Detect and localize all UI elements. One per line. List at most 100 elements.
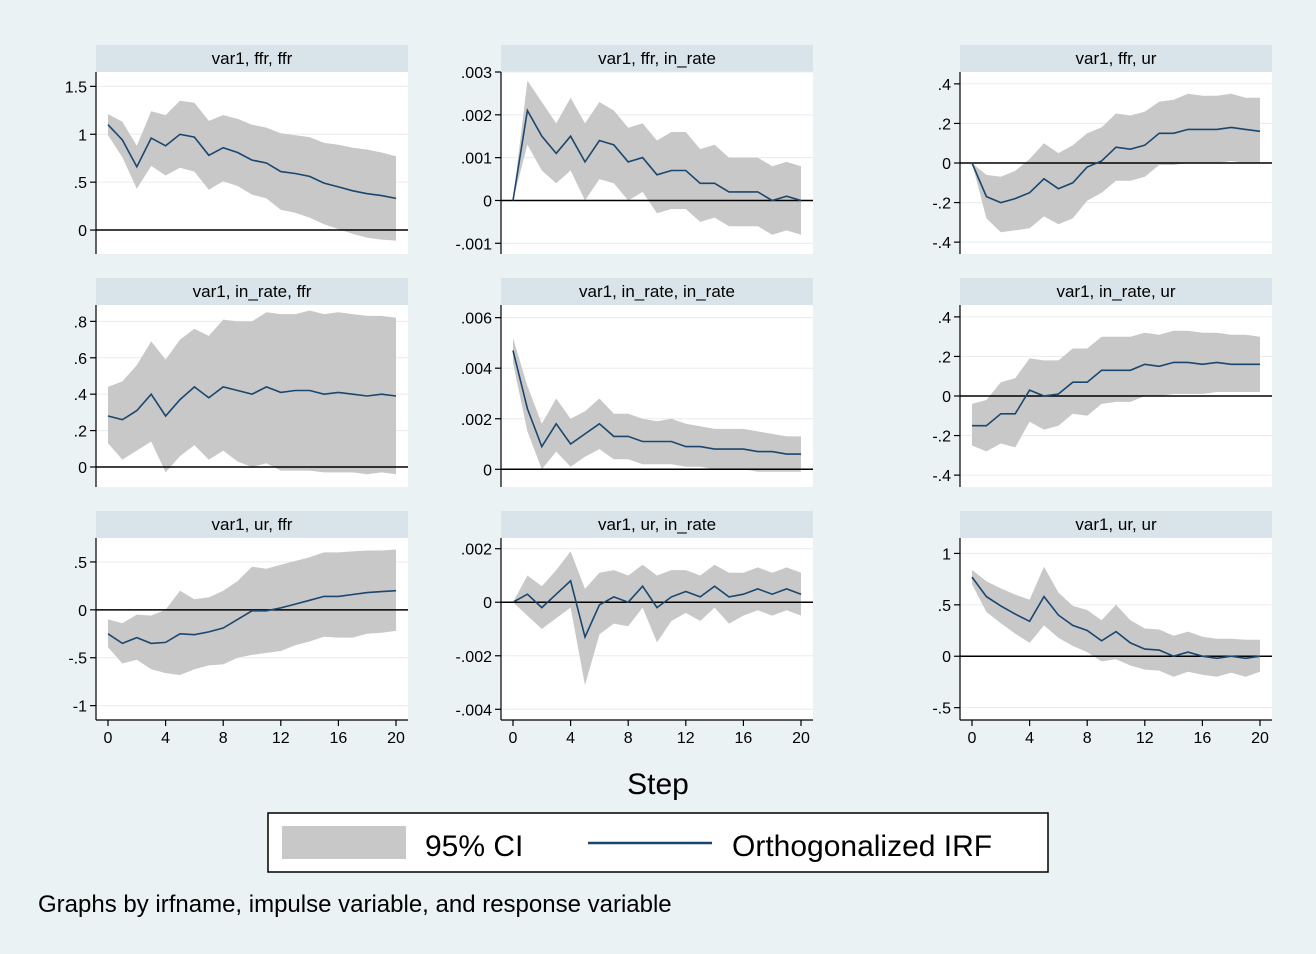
x-tick-label: 20 <box>1251 730 1269 747</box>
panel-title-strip <box>960 45 1272 72</box>
ci-band <box>513 80 801 235</box>
x-axis-label: Step <box>627 768 689 801</box>
y-tick-label: -.4 <box>932 235 951 252</box>
irf-line <box>512 350 801 455</box>
y-tick-label: 0 <box>483 193 492 210</box>
x-tick-label: 20 <box>792 730 810 747</box>
ci-band <box>972 566 1260 677</box>
panel-title: var1, ffr, in_rate <box>598 49 716 68</box>
y-tick-label: 0 <box>78 603 87 620</box>
y-tick-label: -.5 <box>68 651 87 668</box>
panel-title-strip <box>501 45 813 72</box>
legend-ci-swatch <box>282 826 406 859</box>
y-tick-label: 1 <box>942 546 951 563</box>
x-tick-label: 0 <box>104 730 113 747</box>
ci-band <box>513 551 801 686</box>
panel-title: var1, ur, ffr <box>212 515 293 534</box>
irf-panel-9: var1, ur, ur -.5 0 .5 1 0 4 8 12 16 20 <box>932 511 1272 747</box>
y-tick-label: .4 <box>938 310 951 327</box>
y-tick-label: .5 <box>74 555 87 572</box>
irf-line <box>972 361 1260 427</box>
x-tick-label: 12 <box>272 730 290 747</box>
x-tick-label: 4 <box>1025 730 1034 747</box>
y-tick-label: .003 <box>461 65 492 82</box>
irf-panel-5: var1, in_rate, in_rate 0 .002 .004 .006 <box>461 278 813 487</box>
y-tick-label: 0 <box>942 156 951 173</box>
panel-title-strip <box>960 278 1272 305</box>
irf-line <box>107 124 397 200</box>
ci-band <box>972 330 1260 452</box>
y-tick-label: 0 <box>483 595 492 612</box>
x-tick-label: 8 <box>219 730 228 747</box>
x-tick-label: 16 <box>330 730 348 747</box>
irf-line <box>107 589 397 645</box>
y-tick-label: .5 <box>938 598 951 615</box>
panel-title: var1, ur, ur <box>1075 515 1157 534</box>
y-tick-label: -.004 <box>456 702 493 719</box>
y-tick-label: -.4 <box>932 468 951 485</box>
irf-line <box>512 579 802 640</box>
y-tick-label: -.001 <box>456 236 493 253</box>
y-tick-label: .002 <box>461 412 492 429</box>
y-tick-label: .8 <box>74 314 87 331</box>
y-tick-label: .001 <box>461 151 492 168</box>
panel-title: var1, in_rate, ur <box>1056 282 1175 301</box>
y-tick-label: -.2 <box>932 196 951 213</box>
panel-title-strip <box>96 278 408 305</box>
panel-title-strip <box>501 278 813 305</box>
irf-line <box>971 576 1261 660</box>
x-tick-label: 0 <box>509 730 518 747</box>
ci-band <box>108 100 396 241</box>
x-tick-label: 12 <box>677 730 695 747</box>
irf-panel-2: var1, ffr, in_rate -.001 0 .001 .002 .003 <box>456 45 813 254</box>
panel-title-strip <box>960 511 1272 538</box>
y-tick-label: .2 <box>938 116 951 133</box>
legend-ci-label: 95% CI <box>425 830 523 863</box>
y-tick-label: -1 <box>73 699 87 716</box>
y-tick-label: .5 <box>74 175 87 192</box>
irf-panel-6: var1, in_rate, ur -.4 -.2 0 .2 .4 <box>932 278 1272 487</box>
y-tick-label: .2 <box>74 424 87 441</box>
y-tick-label: 0 <box>78 223 87 240</box>
y-tick-label: 1.5 <box>65 79 87 96</box>
x-tick-label: 0 <box>968 730 977 747</box>
y-tick-label: 0 <box>942 649 951 666</box>
x-tick-label: 4 <box>161 730 170 747</box>
y-tick-label: -.5 <box>932 701 951 718</box>
irf-line <box>512 108 802 202</box>
ci-band <box>513 337 801 472</box>
y-tick-label: .002 <box>461 542 492 559</box>
irf-panel-1: var1, ffr, ffr 0 .5 1 1.5 <box>65 45 408 254</box>
x-tick-label: 16 <box>1194 730 1212 747</box>
irf-line <box>107 385 397 421</box>
y-tick-label: .2 <box>938 349 951 366</box>
x-tick-label: 4 <box>566 730 575 747</box>
y-tick-label: .006 <box>461 311 492 328</box>
legend-irf-label: Orthogonalized IRF <box>732 830 992 863</box>
y-tick-label: 0 <box>483 462 492 479</box>
panel-title-strip <box>96 45 408 72</box>
y-tick-label: .4 <box>938 77 951 94</box>
x-tick-label: 16 <box>735 730 753 747</box>
panel-title: var1, in_rate, ffr <box>193 282 312 301</box>
irf-panel-4: var1, in_rate, ffr 0 .2 .4 .6 .8 <box>74 278 408 487</box>
panel-title-strip <box>501 511 813 538</box>
y-tick-label: 1 <box>78 127 87 144</box>
panel-title: var1, in_rate, in_rate <box>579 282 735 301</box>
y-tick-label: -.002 <box>456 649 493 666</box>
irf-panel-7: var1, ur, ffr -1 -.5 0 .5 0 4 8 12 16 20 <box>68 511 408 747</box>
y-tick-label: .004 <box>461 361 492 378</box>
ci-band <box>108 310 396 475</box>
y-tick-label: .6 <box>74 351 87 368</box>
figure-note: Graphs by irfname, impulse variable, and… <box>38 891 672 918</box>
panel-title-strip <box>96 511 408 538</box>
ci-band <box>108 549 396 675</box>
y-tick-label: 0 <box>942 389 951 406</box>
panel-title: var1, ffr, ur <box>1076 49 1157 68</box>
irf-panel-3: var1, ffr, ur -.4 -.2 0 .2 .4 <box>932 45 1272 254</box>
y-tick-label: 0 <box>78 460 87 477</box>
y-tick-label: -.2 <box>932 429 951 446</box>
panel-title: var1, ur, in_rate <box>598 515 716 534</box>
